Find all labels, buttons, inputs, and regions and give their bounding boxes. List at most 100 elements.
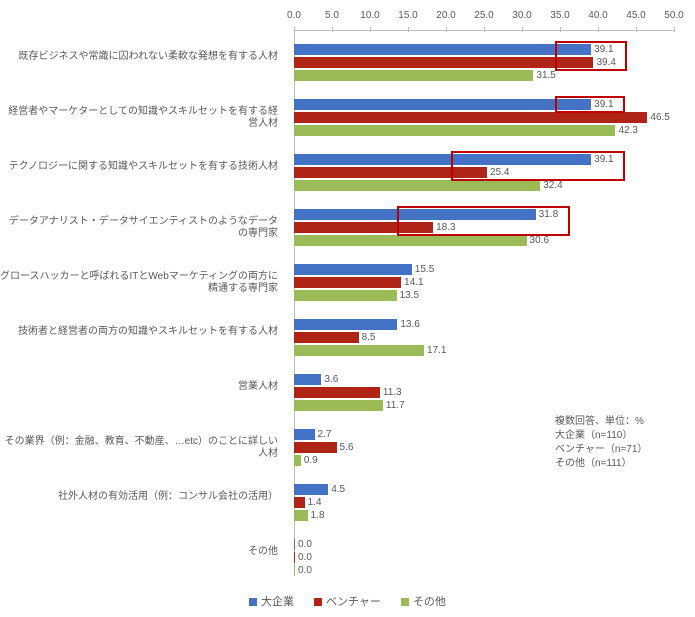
legend-swatch [401,598,409,606]
bar-series-1 [294,112,647,123]
bar-value-label: 32.4 [543,180,562,191]
bar-value-label: 42.3 [618,125,637,136]
x-axis-tick-mark [636,27,637,32]
bar-series-2 [294,125,615,136]
bar-series-2 [294,455,301,466]
bar-series-2 [294,400,383,411]
bar-series-1 [294,387,380,398]
legend-label: ベンチャー [326,596,381,608]
note-box: 複数回答、単位：%大企業（n=110）ベンチャー（n=71）その他（n=111） [555,415,647,471]
bar-series-2 [294,180,540,191]
legend-label: その他 [413,596,446,608]
bar-value-label: 25.4 [490,167,509,178]
x-axis-tick-mark [484,27,485,32]
bar-series-1 [294,167,487,178]
bar-series-2 [294,345,424,356]
category-label: その業界（例：金融、教育、不動産、…etc）のことに詳しい人材 [0,436,284,460]
x-axis-tick-mark [332,27,333,32]
bar-value-label: 11.7 [386,400,405,411]
x-axis-tick-mark [598,27,599,32]
category-label: 既存ビジネスや常識に囚われない柔軟な発想を有する人材 [0,51,284,63]
bar-value-label: 17.1 [427,345,446,356]
bar-value-label: 39.1 [594,99,613,110]
bar-value-label: 15.5 [415,264,434,275]
bar-value-label: 0.0 [298,539,312,550]
x-axis-tick-label: 5.0 [325,10,339,21]
bar-value-label: 31.8 [539,209,558,220]
x-axis-tick-mark [408,27,409,32]
legend-swatch [314,598,322,606]
bar-series-0 [294,264,412,275]
bar-value-label: 39.4 [596,57,615,68]
bar-value-label: 30.6 [530,235,549,246]
x-axis-tick-label: 15.0 [398,10,417,21]
bar-series-0 [294,374,321,385]
bar-series-0 [294,154,591,165]
x-axis-tick-label: 0.0 [287,10,301,21]
bar-series-0 [294,44,591,55]
x-axis-tick-label: 50.0 [664,10,683,21]
x-axis-tick-mark [560,27,561,32]
bar-series-2 [294,235,527,246]
legend-item: ベンチャー [314,593,381,609]
bar-value-label: 5.6 [340,442,354,453]
bar-series-2 [294,510,308,521]
bar-series-1 [294,222,433,233]
x-axis-tick-label: 30.0 [512,10,531,21]
bar-series-1 [294,497,305,508]
legend-label: 大企業 [261,596,294,608]
bar-series-1 [294,332,359,343]
x-axis-tick-mark [370,27,371,32]
bar-value-label: 14.1 [404,277,423,288]
legend: 大企業 ベンチャー その他 [0,593,695,609]
bar-value-label: 4.5 [331,484,345,495]
bar-value-label: 39.1 [594,154,613,165]
note-line: ベンチャー（n=71） [555,443,647,457]
bar-series-1 [294,442,337,453]
legend-item: 大企業 [249,593,294,609]
category-label: 営業人材 [0,381,284,393]
bar-value-label: 39.1 [594,44,613,55]
x-axis-tick-label: 20.0 [436,10,455,21]
bar-series-1 [294,552,295,563]
x-axis-tick-mark [674,27,675,32]
bar-value-label: 2.7 [318,429,332,440]
chart-container: 0.0 5.0 10.0 15.0 20.0 25.0 30.0 35.0 40.0 45.0 50… [0,0,695,617]
category-label: 社外人材の有効活用（例：コンサル会社の活用） [0,491,284,503]
bar-series-0 [294,209,536,220]
x-axis-tick-mark [294,27,295,32]
x-axis-tick-label: 25.0 [474,10,493,21]
bar-value-label: 3.6 [324,374,338,385]
bar-series-1 [294,277,401,288]
bar-value-label: 0.0 [298,552,312,563]
bar-value-label: 13.5 [400,290,419,301]
bar-series-1 [294,57,593,68]
x-axis-tick-mark [446,27,447,32]
bar-series-2 [294,565,295,576]
note-line: その他（n=111） [555,457,647,471]
category-label: テクノロジーに関する知識やスキルセットを有する技術人材 [0,161,284,173]
legend-item: その他 [401,593,446,609]
x-axis-tick-label: 40.0 [588,10,607,21]
category-label: 経営者やマーケターとしての知識やスキルセットを有する経営人材 [0,106,284,130]
bar-value-label: 0.0 [298,565,312,576]
bar-value-label: 31.5 [536,70,555,81]
bar-series-0 [294,484,328,495]
category-label: データアナリスト・データサイエンティストのようなデータの専門家 [0,216,284,240]
bar-series-0 [294,319,397,330]
x-axis-tick-label: 10.0 [360,10,379,21]
note-line: 複数回答、単位：% [555,415,647,429]
bar-series-2 [294,290,397,301]
bar-value-label: 0.9 [304,455,318,466]
x-axis-tick-label: 35.0 [550,10,569,21]
bar-series-0 [294,99,591,110]
x-axis-tick-label: 45.0 [626,10,645,21]
bar-value-label: 11.3 [383,387,402,398]
bar-series-0 [294,539,295,550]
x-axis-tick-mark [522,27,523,32]
bar-series-0 [294,429,315,440]
bar-value-label: 8.5 [362,332,376,343]
category-label: グロースハッカーと呼ばれるITとWebマーケティングの両方に精通する専門家 [0,271,284,295]
category-label: その他 [0,546,284,558]
note-line: 大企業（n=110） [555,429,647,443]
